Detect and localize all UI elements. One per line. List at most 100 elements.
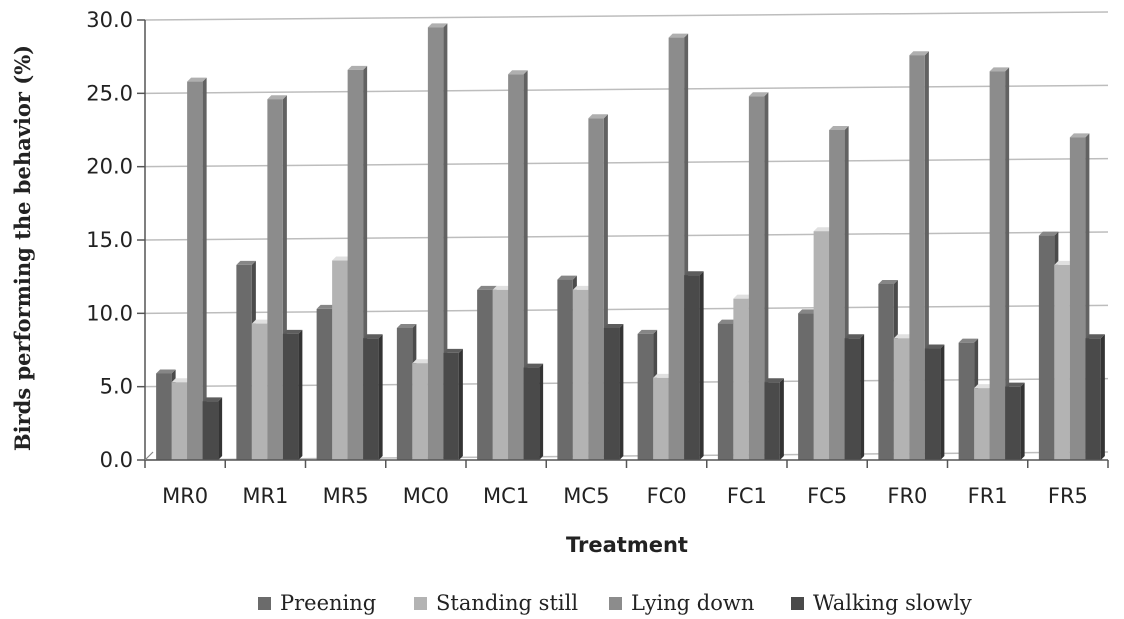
gridline	[144, 304, 1109, 315]
bar-front	[668, 37, 685, 460]
y-tick-label: 20.0	[86, 155, 133, 179]
bar	[282, 329, 303, 460]
bar-top	[684, 271, 704, 276]
bar-side	[699, 271, 704, 460]
bar-front	[1005, 386, 1021, 460]
bar	[1005, 382, 1025, 460]
bar-side	[1020, 382, 1025, 460]
legend-swatch	[414, 597, 427, 610]
bar-front	[588, 118, 604, 461]
x-axis-ticks: MR0 MR1 MR5 MC0 MC1 MC5 FC0 FC1 FC5 FR0 FR1 FR5	[144, 460, 1109, 508]
bar-top	[733, 294, 753, 299]
bar-front	[363, 338, 379, 460]
bar-front	[717, 323, 734, 460]
bar-top	[603, 324, 624, 328]
bar-top	[396, 324, 417, 328]
gridlines	[144, 11, 1109, 461]
bar-side	[1100, 334, 1105, 460]
bar-front	[523, 367, 540, 460]
bar-front	[684, 275, 700, 460]
gridline	[144, 84, 1109, 95]
bar-top	[427, 23, 448, 28]
bar-front	[267, 99, 283, 460]
bar-top	[813, 227, 834, 232]
y-tick-label: 10.0	[86, 301, 133, 325]
bar	[187, 77, 207, 460]
bar-front	[492, 289, 509, 460]
bar-front	[1054, 264, 1070, 460]
bar-top	[798, 309, 818, 314]
bar-side	[860, 334, 865, 460]
bar-top	[1054, 260, 1074, 265]
bar-side	[1005, 67, 1010, 460]
bar-front	[396, 328, 413, 460]
bar-top	[893, 334, 914, 339]
bar-top	[764, 378, 784, 383]
bar-front	[508, 74, 524, 461]
bar	[523, 363, 544, 460]
gridline	[144, 451, 1109, 461]
x-tick-label: FC5	[807, 484, 847, 508]
bar-front	[924, 348, 941, 460]
bar-side	[378, 334, 383, 460]
bar-front	[989, 71, 1006, 460]
bar-front	[412, 363, 428, 460]
legend-label: Walking slowly	[813, 591, 972, 615]
bar-front	[557, 279, 573, 460]
bar-front	[764, 382, 780, 460]
bar	[764, 378, 784, 460]
bar-front	[893, 338, 910, 460]
x-tick-label: MC1	[483, 484, 529, 508]
bar-front	[443, 352, 459, 460]
bar-top	[924, 344, 945, 349]
bar-front	[974, 388, 990, 460]
bar-side	[779, 378, 784, 460]
x-tick-label: MR0	[162, 484, 208, 508]
bar-front	[1038, 235, 1055, 460]
bar-front	[427, 27, 444, 460]
legend-swatch	[609, 597, 622, 610]
x-tick-label: FC1	[727, 484, 767, 508]
bar-front	[653, 377, 669, 460]
bar-top	[347, 65, 368, 70]
bar-front	[1069, 137, 1086, 461]
legend-item: Walking slowly	[791, 591, 972, 615]
bar-front	[878, 284, 894, 460]
y-tick-label: 15.0	[86, 228, 133, 252]
legend-swatch	[258, 597, 271, 610]
bar-top	[443, 348, 463, 353]
bar-top	[829, 126, 849, 130]
bar-side	[619, 324, 624, 460]
bar	[603, 324, 624, 460]
bar-top	[363, 334, 383, 339]
bar-front	[748, 96, 765, 461]
bar-front	[187, 81, 203, 460]
bar-front	[332, 260, 348, 460]
bar-front	[813, 231, 830, 460]
bar	[748, 92, 769, 461]
bar	[443, 348, 463, 460]
bar-top	[1038, 231, 1059, 236]
bar-top	[637, 329, 658, 334]
bar	[508, 70, 528, 461]
bar-front	[171, 382, 188, 460]
bar-top	[156, 369, 176, 374]
bar	[844, 334, 865, 460]
y-axis-label: Birds performing the behavior (%)	[10, 45, 35, 451]
bar-front	[958, 342, 975, 460]
bar-front	[572, 289, 589, 460]
bar-top	[909, 51, 929, 56]
bar-front	[909, 55, 925, 460]
bar-front	[316, 308, 333, 460]
legend-item: Standing still	[414, 591, 578, 615]
bar-top	[878, 280, 898, 284]
y-tick-label: 30.0	[86, 8, 133, 32]
bar-front	[282, 333, 299, 460]
x-tick-label: FR5	[1048, 484, 1088, 508]
bar	[924, 344, 945, 460]
bar-top	[989, 67, 1010, 72]
bar-front	[1085, 338, 1101, 460]
legend-item: Lying down	[609, 591, 754, 615]
bar-front	[844, 338, 861, 460]
bar-top	[508, 70, 528, 75]
